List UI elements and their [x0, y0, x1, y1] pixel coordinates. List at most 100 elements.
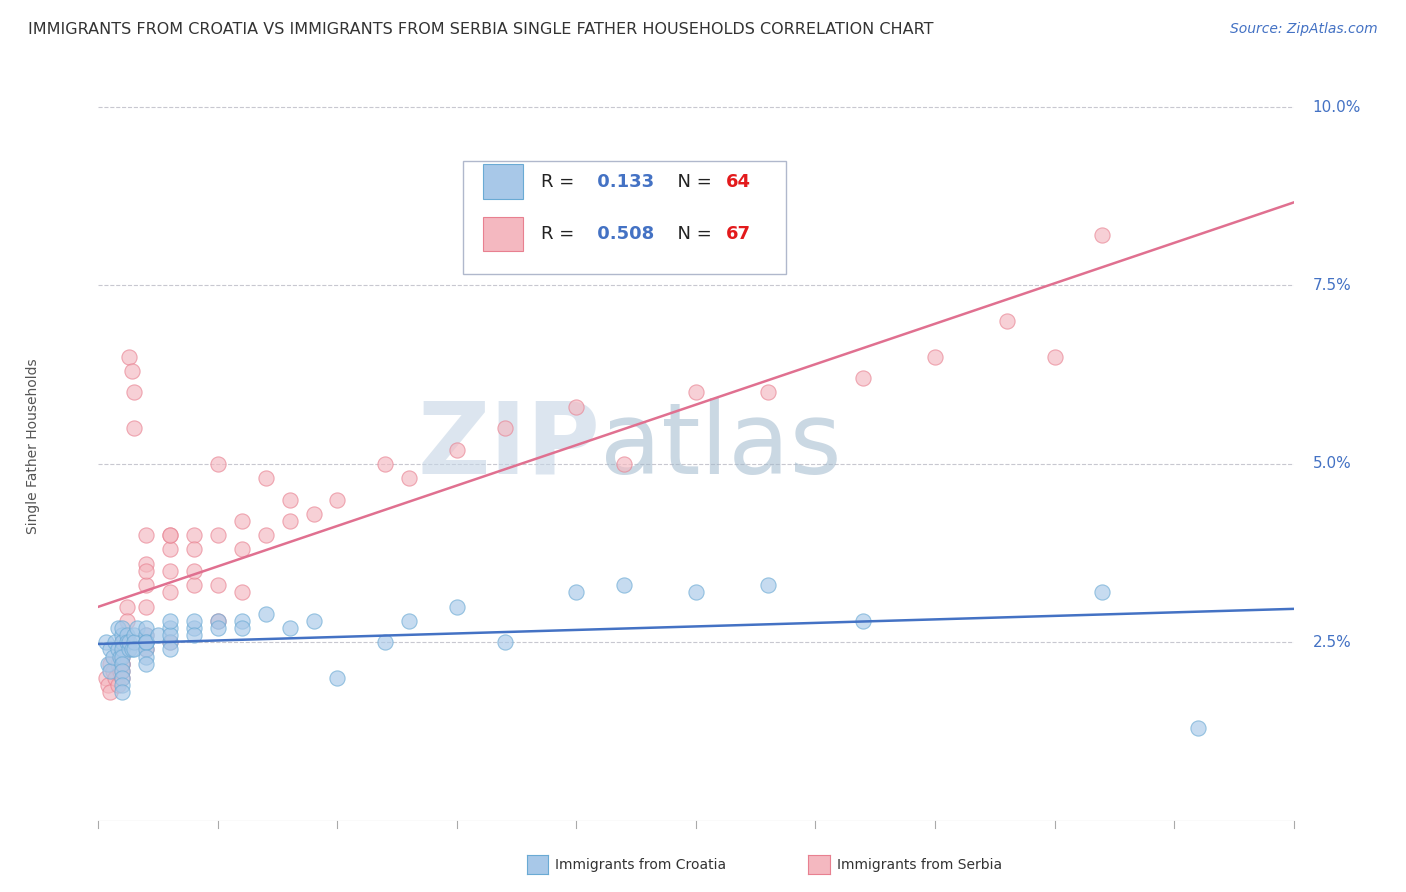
Point: [97, 678, 120, 692]
Point: [135, 642, 157, 657]
Point: [111, 671, 134, 685]
Point: [135, 642, 157, 657]
Point: [159, 585, 181, 599]
Point: [446, 599, 468, 614]
Point: [613, 457, 636, 471]
Point: [135, 635, 157, 649]
Point: [135, 557, 157, 571]
Point: [121, 642, 143, 657]
Text: 0.133: 0.133: [591, 172, 654, 191]
Point: [104, 671, 127, 685]
Text: 7.5%: 7.5%: [1313, 278, 1351, 293]
Point: [756, 385, 779, 400]
Point: [101, 649, 124, 664]
Point: [159, 614, 181, 628]
Point: [159, 628, 181, 642]
Point: [231, 542, 253, 557]
Text: 64: 64: [725, 172, 751, 191]
Point: [924, 350, 946, 364]
Point: [111, 635, 134, 649]
Point: [159, 621, 181, 635]
Point: [118, 350, 141, 364]
Point: [183, 614, 205, 628]
Point: [374, 635, 396, 649]
Point: [111, 657, 134, 671]
Text: 2.5%: 2.5%: [1313, 635, 1351, 649]
Point: [278, 514, 301, 528]
Text: ZIP: ZIP: [418, 398, 600, 494]
Point: [302, 614, 325, 628]
Point: [159, 542, 181, 557]
Point: [565, 400, 588, 414]
Point: [135, 578, 157, 592]
Point: [254, 607, 277, 621]
Point: [135, 635, 157, 649]
Point: [565, 585, 588, 599]
Point: [1091, 228, 1114, 243]
Point: [302, 507, 325, 521]
Point: [207, 614, 229, 628]
Point: [115, 614, 138, 628]
Point: [231, 621, 253, 635]
Point: [1043, 350, 1066, 364]
Point: [107, 642, 129, 657]
Bar: [484, 164, 523, 199]
FancyBboxPatch shape: [463, 161, 786, 274]
Point: [148, 628, 170, 642]
Point: [111, 671, 134, 685]
Point: [326, 492, 349, 507]
Point: [231, 514, 253, 528]
Point: [494, 421, 516, 435]
Point: [278, 621, 301, 635]
Point: [115, 635, 138, 649]
Point: [159, 564, 181, 578]
Point: [183, 628, 205, 642]
Point: [111, 649, 134, 664]
Point: [995, 314, 1018, 328]
Point: [98, 642, 122, 657]
Point: [159, 635, 181, 649]
Point: [183, 564, 205, 578]
Point: [494, 635, 516, 649]
Text: IMMIGRANTS FROM CROATIA VS IMMIGRANTS FROM SERBIA SINGLE FATHER HOUSEHOLDS CORRE: IMMIGRANTS FROM CROATIA VS IMMIGRANTS FR…: [28, 22, 934, 37]
Point: [101, 664, 124, 678]
Point: [111, 635, 134, 649]
Point: [852, 371, 875, 385]
Point: [125, 621, 148, 635]
Point: [1187, 721, 1209, 735]
Text: Source: ZipAtlas.com: Source: ZipAtlas.com: [1230, 22, 1378, 37]
Point: [104, 635, 127, 649]
Point: [111, 678, 134, 692]
Text: N =: N =: [666, 225, 717, 243]
Point: [135, 628, 157, 642]
Point: [756, 578, 779, 592]
Point: [108, 664, 131, 678]
Text: R =: R =: [541, 225, 579, 243]
Text: atlas: atlas: [600, 398, 842, 494]
Text: Immigrants from Serbia: Immigrants from Serbia: [837, 858, 1001, 872]
Text: Single Father Households: Single Father Households: [25, 359, 39, 533]
Point: [111, 642, 134, 657]
Point: [94, 671, 117, 685]
Point: [135, 649, 157, 664]
Point: [115, 599, 138, 614]
Point: [98, 657, 122, 671]
Text: 5.0%: 5.0%: [1313, 457, 1351, 471]
Bar: [484, 217, 523, 252]
Point: [685, 585, 707, 599]
Point: [98, 685, 122, 699]
Point: [124, 642, 146, 657]
Point: [685, 385, 707, 400]
Text: 67: 67: [725, 225, 751, 243]
Point: [207, 578, 229, 592]
Point: [135, 564, 157, 578]
Point: [107, 678, 129, 692]
Point: [135, 528, 157, 542]
Point: [207, 528, 229, 542]
Point: [135, 628, 157, 642]
Point: [183, 542, 205, 557]
Point: [374, 457, 396, 471]
Point: [111, 628, 134, 642]
Text: R =: R =: [541, 172, 579, 191]
Point: [107, 657, 129, 671]
